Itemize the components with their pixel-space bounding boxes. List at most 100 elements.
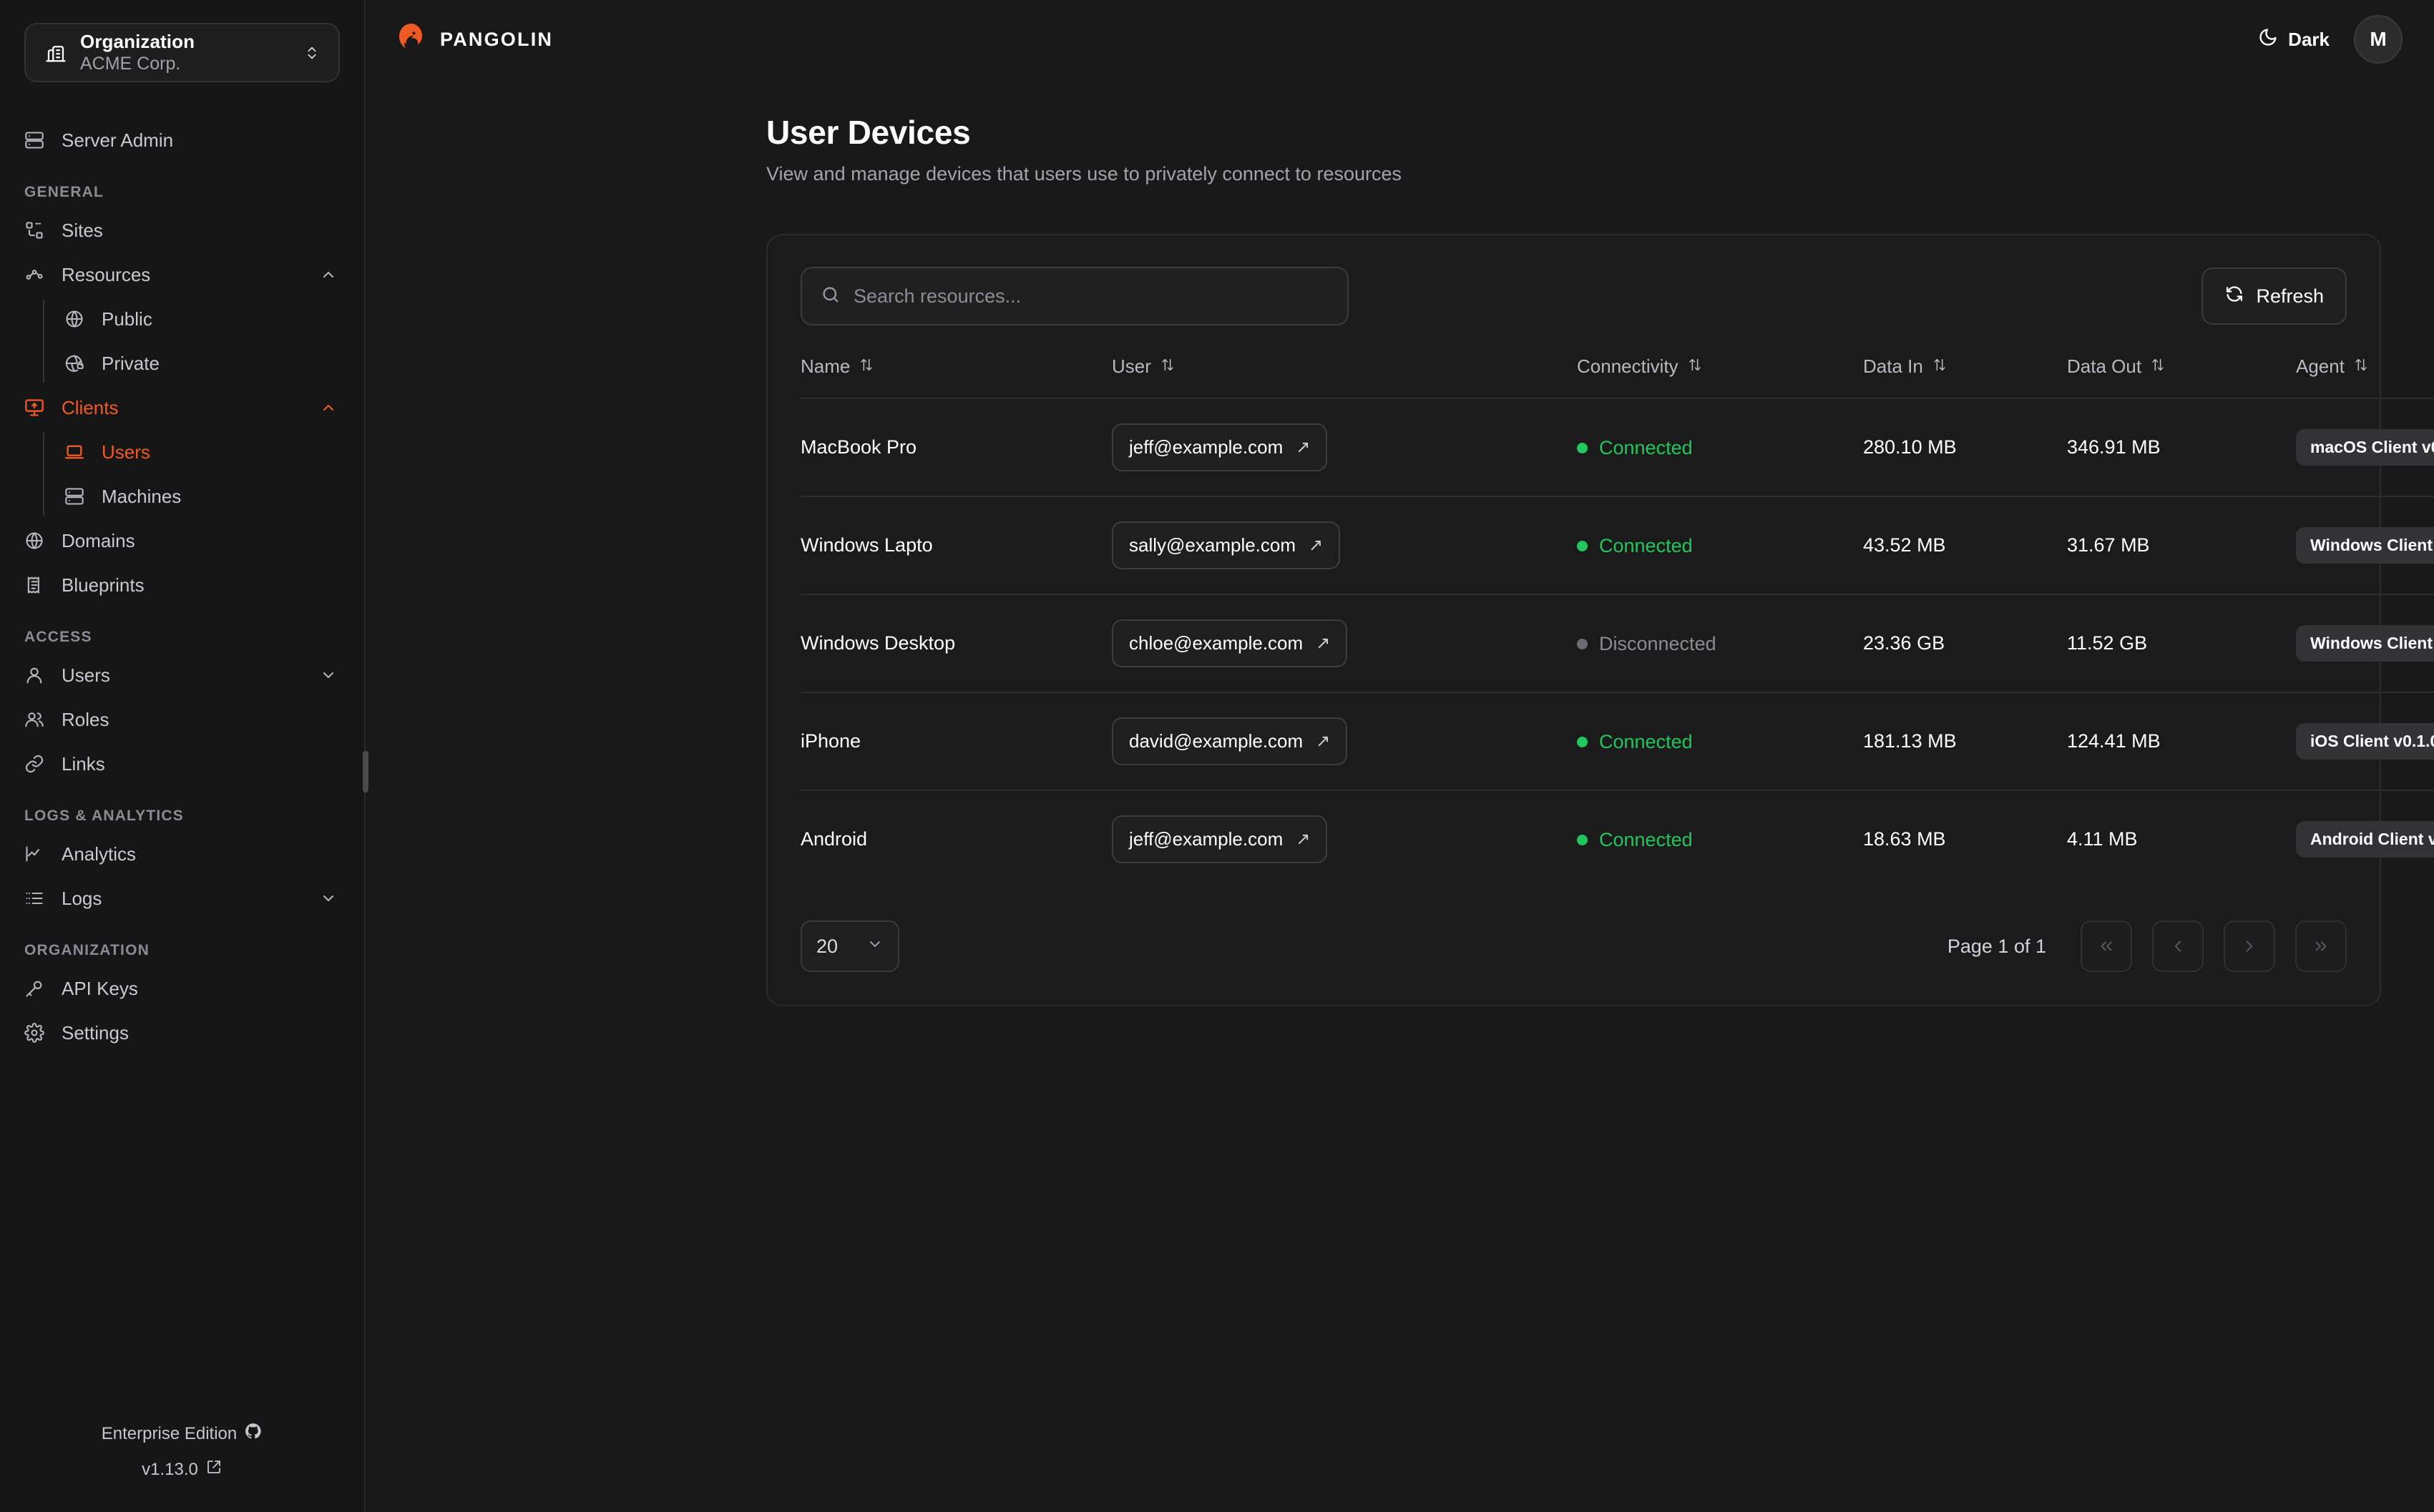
chevron-up-icon[interactable] <box>317 266 340 283</box>
column-header-connectivity[interactable]: Connectivity <box>1577 355 1863 399</box>
org-name: ACME Corp. <box>80 54 181 74</box>
sidebar-item-settings[interactable]: Settings <box>0 1011 364 1055</box>
avatar[interactable]: M <box>2354 15 2403 64</box>
column-header-data-out[interactable]: Data Out <box>2067 355 2296 399</box>
users-icon <box>24 710 53 730</box>
cell-data-out: 4.11 MB <box>2067 828 2138 850</box>
status-label: Connected <box>1599 828 1693 850</box>
cell-agent: Android Client v0.1.0 <box>2296 790 2434 888</box>
table-row[interactable]: Windows Lapto sally@example.com ↗ Connec… <box>801 496 2434 595</box>
status-dot-icon <box>1577 540 1588 551</box>
user-chip[interactable]: chloe@example.com ↗ <box>1112 619 1348 667</box>
chevron-right-icon <box>2240 937 2259 956</box>
sidebar-item-users-clients[interactable]: Users <box>43 430 364 474</box>
edition-link[interactable]: Enterprise Edition <box>0 1422 364 1445</box>
sort-updown-icon <box>1932 355 1947 378</box>
sidebar-section-access: ACCESS <box>24 629 92 645</box>
sidebar-item-sites[interactable]: Sites <box>0 208 364 252</box>
column-header-name[interactable]: Name <box>801 355 1112 399</box>
theme-toggle[interactable]: Dark <box>2258 27 2330 52</box>
status-dot-icon <box>1577 736 1588 747</box>
cell-name: iPhone <box>801 692 1112 791</box>
brand[interactable]: PANGOLIN <box>394 21 553 59</box>
sort-updown-icon <box>2150 355 2166 378</box>
page-info: Page 1 of 1 <box>1947 935 2046 957</box>
card-toolbar: Refresh <box>801 267 2347 325</box>
status-badge: Connected <box>1577 731 1693 753</box>
next-page-button[interactable] <box>2224 921 2275 972</box>
search-input[interactable] <box>854 285 1329 308</box>
cell-connectivity: Connected <box>1577 790 1863 888</box>
search-box[interactable] <box>801 267 1349 325</box>
cell-connectivity: Disconnected <box>1577 594 1863 693</box>
cell-agent: Windows Client v0.1.0 <box>2296 496 2434 595</box>
topbar: PANGOLIN Dark M <box>366 0 2434 79</box>
table-row[interactable]: iPhone david@example.com ↗ Connected <box>801 692 2434 791</box>
refresh-button[interactable]: Refresh <box>2201 267 2347 325</box>
chevron-down-icon[interactable] <box>317 890 340 907</box>
sidebar-item-label: Users <box>102 441 150 463</box>
sidebar-item-roles[interactable]: Roles <box>0 697 364 742</box>
org-switcher[interactable]: Organization ACME Corp. <box>24 23 340 82</box>
agent-badge: Windows Client v0.1.0 <box>2296 527 2434 564</box>
user-email: sally@example.com <box>1129 534 1296 556</box>
refresh-icon <box>2224 284 2244 309</box>
status-badge: Connected <box>1577 535 1693 557</box>
column-label: Agent <box>2296 355 2345 377</box>
pagination: 20 Page 1 of 1 <box>801 921 2347 972</box>
status-dot-icon <box>1577 442 1588 453</box>
sidebar-item-logs[interactable]: Logs <box>0 876 364 921</box>
sidebar-item-api-keys[interactable]: API Keys <box>0 966 364 1011</box>
column-label: Data Out <box>2067 355 2142 377</box>
status-label: Connected <box>1599 730 1693 752</box>
chevron-left-icon <box>2169 937 2187 956</box>
prev-page-button[interactable] <box>2152 921 2204 972</box>
sidebar-section-logs-analytics: LOGS & ANALYTICS <box>24 807 184 824</box>
server-icon <box>24 130 53 150</box>
sidebar-item-analytics[interactable]: Analytics <box>0 832 364 876</box>
sidebar-item-private[interactable]: Private <box>43 341 364 386</box>
column-header-user[interactable]: User <box>1112 355 1577 399</box>
version-link[interactable]: v1.13.0 <box>0 1458 364 1481</box>
sidebar-section-organization: ORGANIZATION <box>24 942 150 958</box>
last-page-button[interactable] <box>2295 921 2347 972</box>
user-chip[interactable]: sally@example.com ↗ <box>1112 521 1341 569</box>
sidebar-item-label: Private <box>102 352 160 374</box>
table-row[interactable]: Android jeff@example.com ↗ Connected <box>801 790 2434 888</box>
theme-label: Dark <box>2288 28 2330 50</box>
column-header-agent[interactable]: Agent <box>2296 355 2434 399</box>
page-size-select[interactable]: 20 <box>801 921 899 972</box>
external-link-icon <box>205 1458 223 1481</box>
user-email: david@example.com <box>1129 730 1304 752</box>
table-row[interactable]: MacBook Pro jeff@example.com ↗ Connected <box>801 398 2434 497</box>
chevron-up-icon[interactable] <box>317 399 340 416</box>
sidebar-resize-handle[interactable] <box>363 751 368 792</box>
cell-name: Windows Desktop <box>801 594 1112 693</box>
sidebar-item-label: Blueprints <box>62 574 145 596</box>
sidebar-item-users-access[interactable]: Users <box>0 653 364 697</box>
status-label: Disconnected <box>1599 632 1716 654</box>
table-row[interactable]: Windows Desktop chloe@example.com ↗ Disc… <box>801 594 2434 693</box>
column-header-data-in[interactable]: Data In <box>1863 355 2067 399</box>
chevron-down-icon[interactable] <box>317 667 340 684</box>
table-header-row: Name User Connectivity Data In <box>801 355 2434 399</box>
sidebar-item-resources[interactable]: Resources <box>0 252 364 297</box>
sidebar-item-blueprints[interactable]: Blueprints <box>0 563 364 607</box>
main-content: PANGOLIN Dark M User Devices View and ma… <box>366 0 2434 1512</box>
sidebar-subnav-clients: Users Machines <box>43 430 364 519</box>
first-page-button[interactable] <box>2081 921 2132 972</box>
chart-line-icon <box>24 844 53 864</box>
user-chip[interactable]: david@example.com ↗ <box>1112 717 1348 765</box>
sidebar-item-public[interactable]: Public <box>43 297 364 341</box>
sidebar-item-domains[interactable]: Domains <box>0 519 364 563</box>
sidebar-item-server-admin[interactable]: Server Admin <box>0 118 364 162</box>
cell-user: sally@example.com ↗ <box>1112 496 1577 595</box>
user-email: jeff@example.com <box>1129 828 1284 850</box>
cell-data-in: 23.36 GB <box>1863 594 2067 693</box>
sidebar-item-machines[interactable]: Machines <box>43 474 364 519</box>
cell-agent: iOS Client v0.1.0 <box>2296 692 2434 791</box>
user-chip[interactable]: jeff@example.com ↗ <box>1112 815 1328 863</box>
sidebar-item-clients[interactable]: Clients <box>0 386 364 430</box>
user-chip[interactable]: jeff@example.com ↗ <box>1112 423 1328 471</box>
sidebar-item-links[interactable]: Links <box>0 742 364 786</box>
